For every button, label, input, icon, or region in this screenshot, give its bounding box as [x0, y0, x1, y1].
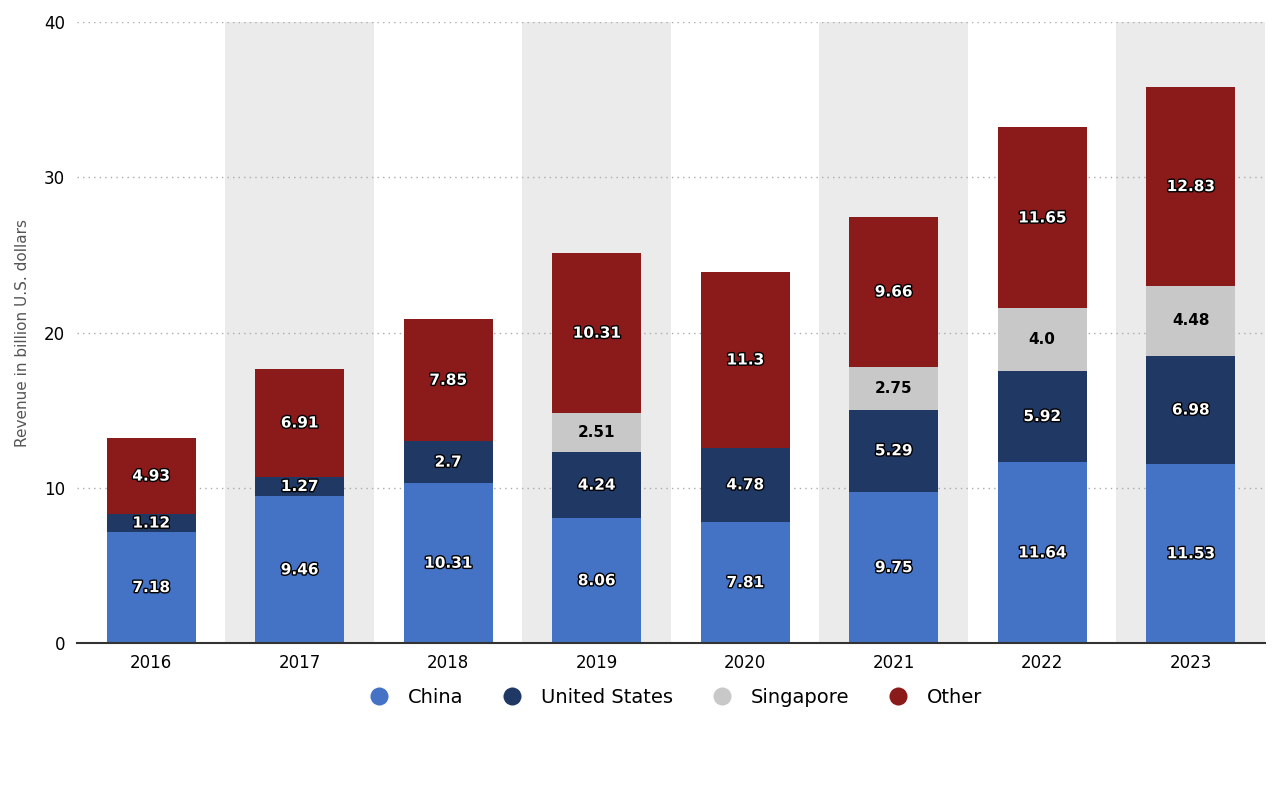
Text: 9.46: 9.46 — [280, 562, 319, 577]
Bar — [819, 22, 968, 643]
Text: 7.18: 7.18 — [132, 580, 170, 595]
Text: 5.29: 5.29 — [876, 443, 913, 458]
Bar — [1146, 464, 1235, 643]
Bar — [1146, 356, 1235, 464]
Text: 5.92: 5.92 — [1024, 409, 1061, 424]
Text: 2.75: 2.75 — [876, 380, 913, 396]
Bar — [403, 441, 493, 483]
Text: 7.81: 7.81 — [727, 575, 764, 590]
Bar — [1116, 22, 1265, 643]
Bar — [849, 492, 938, 643]
Bar — [106, 437, 196, 514]
Bar — [700, 522, 790, 643]
Text: 11.65: 11.65 — [1018, 210, 1066, 225]
Bar — [997, 308, 1087, 370]
Text: 8.06: 8.06 — [577, 573, 616, 589]
Text: 4.93: 4.93 — [132, 468, 170, 483]
Bar — [522, 22, 671, 643]
Bar — [255, 496, 344, 643]
Text: 11.3: 11.3 — [727, 353, 764, 368]
Bar — [255, 369, 344, 477]
Bar — [849, 367, 938, 410]
Bar — [1146, 87, 1235, 286]
Bar — [552, 413, 641, 452]
Text: 2.7: 2.7 — [435, 455, 462, 470]
Bar — [403, 320, 493, 441]
Text: 9.66: 9.66 — [874, 285, 913, 300]
Bar — [849, 217, 938, 367]
Text: 7.85: 7.85 — [429, 373, 467, 388]
Bar — [849, 410, 938, 492]
Text: 4.0: 4.0 — [1029, 332, 1056, 347]
Text: 11.64: 11.64 — [1018, 545, 1066, 560]
Bar — [552, 253, 641, 413]
Legend: China, United States, Singapore, Other: China, United States, Singapore, Other — [352, 679, 991, 714]
Text: 2.51: 2.51 — [577, 426, 616, 441]
Bar — [552, 452, 641, 518]
Text: 10.31: 10.31 — [424, 556, 472, 570]
Text: 4.48: 4.48 — [1172, 313, 1210, 328]
Text: 11.53: 11.53 — [1167, 547, 1215, 562]
Text: 6.98: 6.98 — [1172, 403, 1210, 418]
Text: 12.83: 12.83 — [1166, 179, 1215, 194]
Bar — [997, 127, 1087, 308]
Text: 4.78: 4.78 — [727, 477, 764, 492]
Bar — [106, 532, 196, 643]
Text: 1.27: 1.27 — [280, 479, 319, 494]
Bar — [255, 477, 344, 496]
Bar — [225, 22, 374, 643]
Bar — [700, 448, 790, 522]
Bar — [552, 518, 641, 643]
Text: 4.24: 4.24 — [577, 478, 616, 493]
Text: 1.12: 1.12 — [132, 516, 170, 531]
Bar — [997, 463, 1087, 643]
Text: 10.31: 10.31 — [572, 326, 621, 341]
Bar — [403, 483, 493, 643]
Bar — [106, 514, 196, 532]
Text: 9.75: 9.75 — [876, 560, 913, 575]
Bar — [997, 370, 1087, 463]
Bar — [1146, 286, 1235, 356]
Text: 6.91: 6.91 — [280, 415, 319, 430]
Bar — [700, 272, 790, 448]
Y-axis label: Revenue in billion U.S. dollars: Revenue in billion U.S. dollars — [15, 218, 29, 447]
